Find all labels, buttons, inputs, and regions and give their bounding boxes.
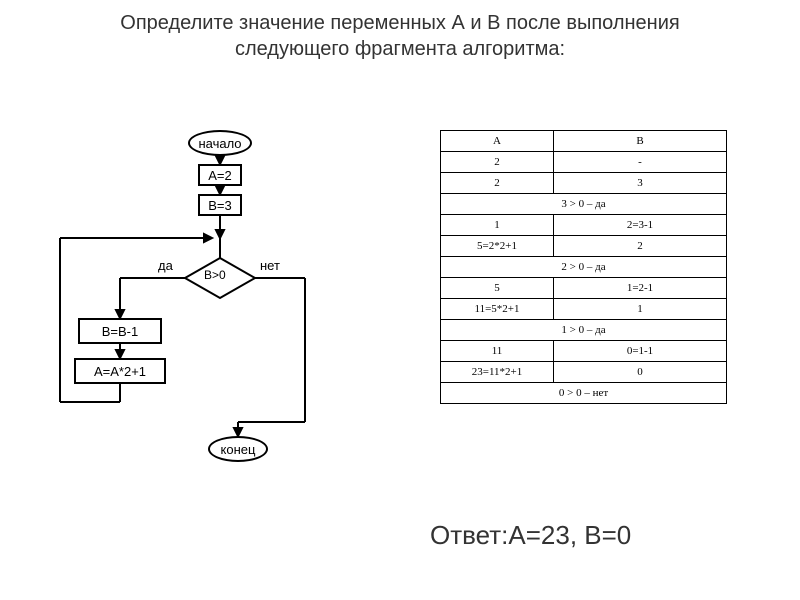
table-row: 2 > 0 – да: [441, 257, 727, 278]
table-row: 2-: [441, 152, 727, 173]
table-cell-a: 5: [441, 278, 554, 299]
table-cell-a: 1: [441, 215, 554, 236]
flowchart-step2: A=A*2+1: [74, 358, 166, 384]
flowchart-no-label: нет: [260, 258, 280, 273]
table-row: 5=2*2+12: [441, 236, 727, 257]
title-line-1: Определите значение переменных А и В пос…: [120, 12, 679, 34]
flowchart-end: конец: [208, 436, 268, 462]
flowchart-init-a: A=2: [198, 164, 242, 186]
table-cell-b: 1: [554, 299, 727, 320]
table-cell-a: 23=11*2+1: [441, 362, 554, 383]
table-row: 12=3-1: [441, 215, 727, 236]
table-span-cell: 2 > 0 – да: [441, 257, 727, 278]
flowchart-step1: B=B-1: [78, 318, 162, 344]
table-cell-a: 2: [441, 173, 554, 194]
table-cell-b: 0: [554, 362, 727, 383]
table-cell-b: 2=3-1: [554, 215, 727, 236]
table-span-cell: 1 > 0 – да: [441, 320, 727, 341]
answer-text: Ответ:А=23, В=0: [430, 520, 631, 551]
page-title: Определите значение переменных А и В пос…: [0, 10, 800, 62]
table-row: 0 > 0 – нет: [441, 383, 727, 404]
table-span-cell: 3 > 0 – да: [441, 194, 727, 215]
flowchart-diagram: начало A=2 B=3 B>0 да нет B=B-1 A=A*2+1 …: [60, 130, 360, 470]
table-cell-a: 11=5*2+1: [441, 299, 554, 320]
table-row: 11=5*2+11: [441, 299, 727, 320]
flowchart-start: начало: [188, 130, 252, 156]
flowchart-init-b: B=3: [198, 194, 242, 216]
table-cell-b: -: [554, 152, 727, 173]
table-cell-a: 11: [441, 341, 554, 362]
table-row: 3 > 0 – да: [441, 194, 727, 215]
table-row: 110=1-1: [441, 341, 727, 362]
table-cell-b: 1=2-1: [554, 278, 727, 299]
title-line-2: следующего фрагмента алгоритма:: [235, 38, 565, 60]
flowchart-yes-label: да: [158, 258, 173, 273]
trace-table: А В 2-233 > 0 – да12=3-15=2*2+122 > 0 – …: [440, 130, 727, 404]
table-row: 23: [441, 173, 727, 194]
table-cell-a: 5=2*2+1: [441, 236, 554, 257]
table-header-b: В: [554, 131, 727, 152]
table-header-row: А В: [441, 131, 727, 152]
table-span-cell: 0 > 0 – нет: [441, 383, 727, 404]
flowchart-condition-label: B>0: [204, 268, 226, 282]
table-cell-b: 0=1-1: [554, 341, 727, 362]
table-row: 23=11*2+10: [441, 362, 727, 383]
table-cell-b: 3: [554, 173, 727, 194]
table-cell-b: 2: [554, 236, 727, 257]
table-header-a: А: [441, 131, 554, 152]
table-cell-a: 2: [441, 152, 554, 173]
table-row: 51=2-1: [441, 278, 727, 299]
table-row: 1 > 0 – да: [441, 320, 727, 341]
